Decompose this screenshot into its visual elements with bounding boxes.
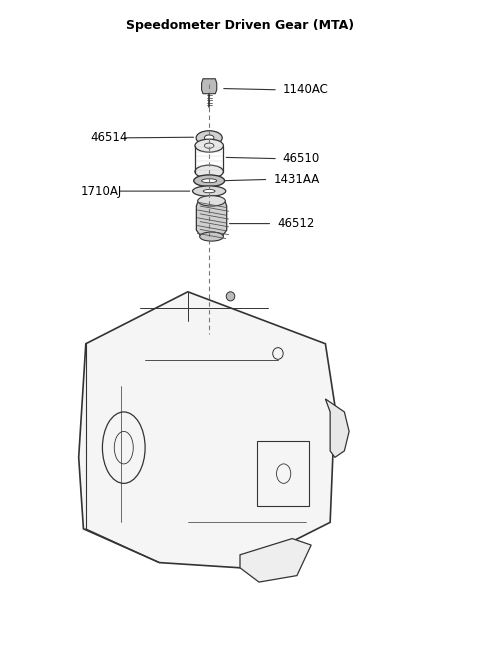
- Text: 1710AJ: 1710AJ: [81, 185, 122, 198]
- Text: Speedometer Driven Gear (MTA): Speedometer Driven Gear (MTA): [126, 19, 354, 32]
- Ellipse shape: [198, 196, 225, 206]
- Ellipse shape: [226, 291, 235, 301]
- Text: 46512: 46512: [277, 217, 314, 230]
- Text: 46510: 46510: [283, 152, 320, 165]
- Polygon shape: [240, 538, 311, 582]
- Ellipse shape: [204, 135, 214, 141]
- Polygon shape: [202, 79, 217, 94]
- Ellipse shape: [195, 165, 223, 178]
- Ellipse shape: [203, 189, 215, 193]
- Ellipse shape: [200, 232, 223, 241]
- Ellipse shape: [202, 179, 217, 183]
- Polygon shape: [196, 201, 227, 236]
- Ellipse shape: [194, 175, 225, 187]
- Text: 1431AA: 1431AA: [273, 173, 320, 186]
- Text: 46514: 46514: [91, 132, 128, 144]
- Ellipse shape: [192, 186, 226, 196]
- Ellipse shape: [196, 131, 222, 145]
- Polygon shape: [325, 399, 349, 457]
- Text: 1140AC: 1140AC: [283, 83, 329, 96]
- Ellipse shape: [195, 139, 223, 152]
- Polygon shape: [79, 291, 335, 568]
